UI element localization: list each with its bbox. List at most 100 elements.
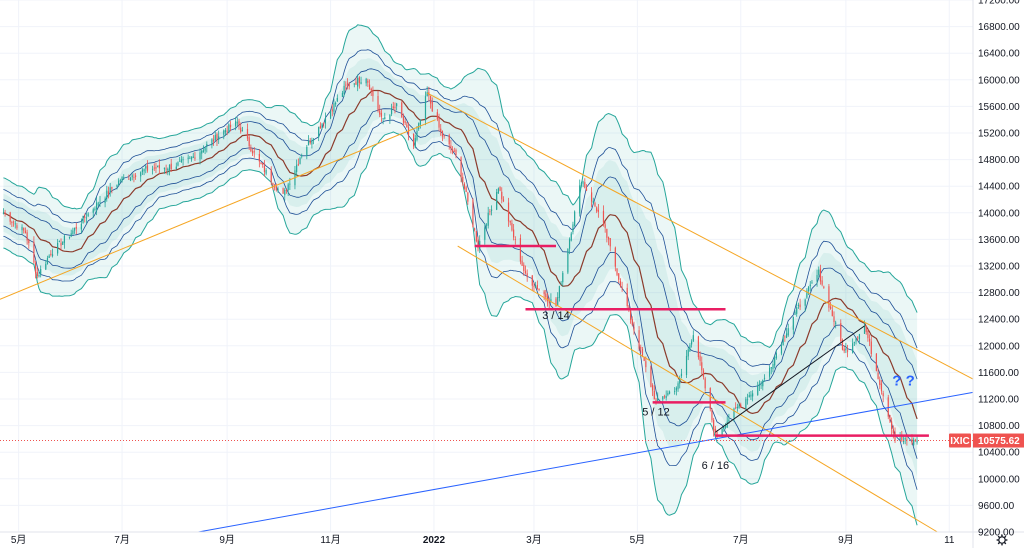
candle-body — [904, 438, 906, 440]
candle-body — [140, 172, 142, 177]
candle-body — [462, 176, 464, 183]
candle-body — [97, 203, 99, 205]
candle-body — [128, 178, 130, 180]
candle-body — [467, 192, 469, 202]
candle-body — [489, 210, 491, 212]
candle-body — [748, 395, 750, 398]
candle-body — [913, 439, 915, 445]
candle-body — [521, 260, 523, 266]
candle-body — [216, 133, 218, 141]
candle-body — [519, 238, 522, 262]
candle-body — [460, 157, 462, 178]
candle-body — [448, 135, 450, 145]
candle-body — [889, 415, 891, 422]
candle-body — [843, 348, 845, 352]
candle-body — [390, 107, 393, 115]
candle-body — [548, 300, 550, 303]
candle-body — [228, 124, 230, 133]
candle-body — [714, 428, 716, 433]
candle-body — [285, 189, 288, 191]
candle-body — [277, 188, 279, 192]
price-axis[interactable]: 17200.00 16800.00 16400.00 16000.00 15600.00… — [978, 0, 1020, 539]
candle-body — [131, 175, 133, 178]
candle-body — [550, 299, 552, 302]
time-axis[interactable]: 5月 7月 9月 11月 2022 3月 5月 7月 9月 11 — [11, 534, 955, 546]
candle-body — [343, 85, 345, 94]
candle-body — [235, 121, 237, 127]
candle-body — [211, 139, 213, 146]
y-tick-label: 12000.00 — [978, 341, 1020, 352]
candle-body — [57, 242, 59, 254]
candle-body — [511, 223, 513, 231]
x-tick-label: 7月 — [114, 534, 130, 546]
candle-body — [609, 238, 611, 247]
candle-body — [431, 101, 433, 112]
candle-body — [911, 438, 913, 444]
candle-body — [697, 336, 699, 358]
candle-body — [82, 215, 84, 223]
candle-body — [807, 286, 810, 291]
candle-body — [579, 185, 581, 214]
candle-body — [24, 230, 27, 234]
candle-body — [631, 318, 633, 325]
candle-body — [190, 157, 193, 160]
candle-body — [538, 288, 540, 290]
candle-body — [879, 379, 881, 385]
candle-body — [892, 430, 894, 434]
candle-body — [685, 355, 688, 376]
candle-body — [626, 287, 628, 307]
candle-body — [246, 128, 249, 139]
candle-body — [692, 335, 694, 342]
candle-body — [109, 187, 111, 193]
candle-body — [297, 163, 299, 165]
candle-body — [241, 130, 244, 132]
candle-body — [560, 283, 562, 285]
gear-icon[interactable] — [996, 534, 1008, 546]
candle-body — [145, 166, 147, 169]
orange-lower-trendline — [457, 245, 938, 533]
candle-body — [63, 236, 66, 243]
candle-body — [133, 176, 135, 178]
candle-body — [816, 275, 818, 282]
candle-body — [33, 241, 35, 263]
candle-body — [331, 109, 333, 112]
candle-body — [438, 118, 440, 128]
candle-body — [501, 191, 503, 200]
candle-body — [12, 221, 15, 223]
candle-body — [607, 237, 610, 240]
candle-body — [319, 125, 321, 129]
candle-body — [845, 348, 847, 351]
candle-body — [179, 160, 181, 162]
candle-body — [899, 437, 901, 440]
candle-body — [657, 397, 659, 401]
candle-body — [496, 191, 498, 210]
candle-body — [509, 220, 511, 223]
candle-body — [51, 254, 54, 257]
candle-body — [680, 373, 683, 377]
candle-body — [429, 95, 432, 104]
candle-body — [170, 163, 172, 170]
candle-body — [455, 149, 457, 156]
candle-body — [284, 189, 286, 195]
candle-body — [724, 426, 727, 428]
candle-body — [358, 77, 360, 83]
candle-body — [865, 326, 867, 332]
candle-body — [28, 239, 30, 244]
candle-body — [497, 188, 499, 194]
candle-body — [592, 201, 594, 203]
x-tick-label: 9月 — [219, 534, 235, 546]
candle-body — [240, 127, 242, 132]
candle-body — [823, 286, 825, 288]
candle-body — [629, 309, 632, 320]
candle-body — [752, 393, 754, 397]
candle-body — [691, 341, 693, 345]
candle-body — [165, 168, 167, 170]
candle-body — [768, 367, 771, 377]
candle-body — [404, 121, 406, 123]
x-tick-label: 5月 — [11, 534, 27, 546]
candle-body — [799, 304, 801, 308]
candle-body — [699, 355, 701, 362]
candle-body — [345, 84, 347, 86]
gear-tooth — [1004, 535, 1007, 538]
candle-body — [236, 122, 238, 124]
